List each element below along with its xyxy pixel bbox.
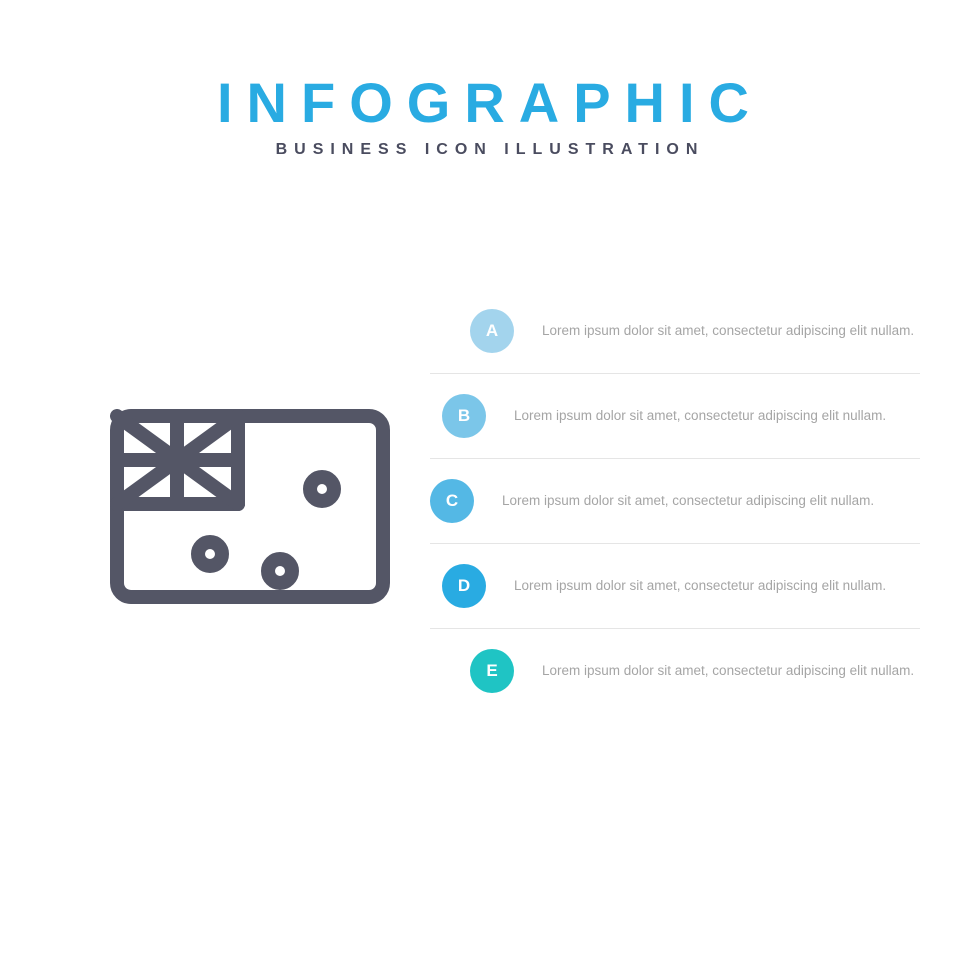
step-list: A Lorem ipsum dolor sit amet, consectetur… [430,289,920,713]
page-subtitle: BUSINESS ICON ILLUSTRATION [0,141,980,159]
step-letter-badge: B [442,394,486,438]
step-letter-badge: C [430,479,474,523]
step-letter-badge: E [470,649,514,693]
step-text: Lorem ipsum dolor sit amet, consectetur … [502,491,874,512]
step-item: D Lorem ipsum dolor sit amet, consectetur… [430,544,920,629]
step-letter-badge: A [470,309,514,353]
flag-icon [110,409,390,609]
step-letter-badge: D [442,564,486,608]
step-item: E Lorem ipsum dolor sit amet, consectetur… [430,629,920,713]
step-item: B Lorem ipsum dolor sit amet, consectetur… [430,374,920,459]
step-text: Lorem ipsum dolor sit amet, consectetur … [514,576,886,597]
step-text: Lorem ipsum dolor sit amet, consectetur … [514,406,886,427]
step-text: Lorem ipsum dolor sit amet, consectetur … [542,661,914,682]
step-item: C Lorem ipsum dolor sit amet, consectetur… [430,459,920,544]
page-title: INFOGRAPHIC [0,70,980,135]
step-text: Lorem ipsum dolor sit amet, consectetur … [542,321,914,342]
step-item: A Lorem ipsum dolor sit amet, consectetur… [430,289,920,374]
header: INFOGRAPHIC BUSINESS ICON ILLUSTRATION [0,0,980,159]
